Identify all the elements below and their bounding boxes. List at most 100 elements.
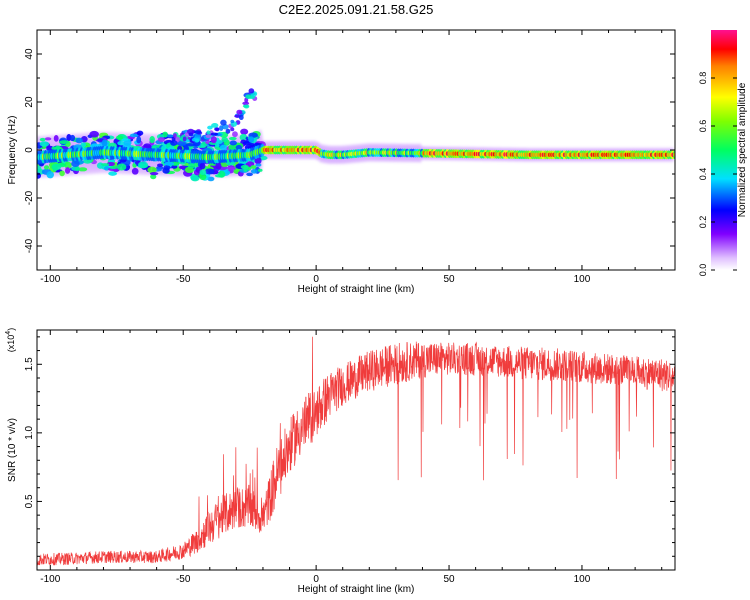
snr-y-label: SNR (10 * v/v) <box>7 418 18 482</box>
colorbar-tick-label: 0.8 <box>698 72 708 85</box>
signal-blob <box>129 133 139 138</box>
signal-blob <box>149 172 159 176</box>
x-tick-label: 50 <box>443 574 455 585</box>
drift-blob <box>236 109 243 115</box>
signal-blob <box>64 167 71 174</box>
snr-x-label: Height of straight line (km) <box>298 584 415 595</box>
drift-blob <box>244 97 249 103</box>
signal-blob <box>51 163 62 171</box>
spectrogram-y-label: Frequency (Hz) <box>7 116 18 185</box>
snr-x-axis: -100 -50 0 50 100 <box>40 330 663 585</box>
x-tick-label: 0 <box>313 274 319 285</box>
signal-blob <box>59 170 65 177</box>
drift-blob <box>242 101 250 106</box>
snr-y-axis: 0.5 1.0 1.5 <box>24 336 675 557</box>
signal-blob <box>228 143 238 151</box>
signal-blob <box>136 130 144 136</box>
signal-blob <box>250 165 257 169</box>
signal-blob <box>82 158 93 164</box>
spectrogram-panel: -100 -50 0 50 100 -40 -20 0 20 40 Height of stra… <box>7 29 676 295</box>
spectrogram-x-label: Height of straight line (km) <box>298 284 415 295</box>
signal-blob <box>199 173 207 181</box>
snr-panel: -100 -50 0 50 100 0.5 1.0 1.5 Height of straig… <box>5 328 676 595</box>
drift-blob <box>230 127 235 132</box>
signal-blob <box>116 163 127 171</box>
signal-blob <box>221 136 228 143</box>
x-tick-label: 0 <box>313 574 319 585</box>
signal-blob <box>228 136 237 141</box>
signal-blob <box>64 161 72 169</box>
signal-blob <box>214 143 220 147</box>
drift-blob <box>225 128 231 134</box>
x-tick-label: 100 <box>574 274 591 285</box>
drift-blob <box>211 123 219 128</box>
y-tick-label: -20 <box>24 190 35 205</box>
drift-blob <box>205 134 212 138</box>
svg-text:(x104): (x104) <box>5 328 16 352</box>
signal-blob <box>219 144 228 151</box>
signal-blob <box>115 135 124 140</box>
signal-blob <box>243 165 248 173</box>
signal-blob <box>215 162 222 170</box>
signal-blob <box>46 171 54 179</box>
drift-blob <box>230 119 235 124</box>
colorbar-tick-label: 0.2 <box>698 216 708 229</box>
colorbar-label: Normalized spectral amplitude <box>737 82 748 217</box>
x-tick-label: -100 <box>40 274 60 285</box>
colorbar: 0.0 0.2 0.4 0.6 0.8 Normalized spectral ampl… <box>698 30 748 276</box>
y-tick-label: 0 <box>24 147 35 153</box>
signal-blob <box>101 163 110 167</box>
signal-blob <box>210 136 217 144</box>
drift-blob <box>210 132 219 136</box>
drift-blob <box>194 130 202 134</box>
signal-blob <box>37 165 42 173</box>
drift-blob <box>207 125 213 130</box>
drift-blob <box>166 134 174 138</box>
drift-blob <box>191 137 197 142</box>
signal-blob <box>235 145 243 150</box>
signal-blob <box>58 140 70 144</box>
signal-blob <box>157 137 166 142</box>
signal-blob <box>162 167 170 174</box>
drift-blob <box>188 132 194 137</box>
signal-blob <box>207 176 215 182</box>
snr-plot-area <box>37 336 675 566</box>
colorbar-gradient <box>711 30 737 270</box>
x-tick-label: -50 <box>176 274 191 285</box>
x-tick-label: -100 <box>40 574 60 585</box>
signal-blob <box>239 133 248 141</box>
signal-blob <box>232 131 238 138</box>
drift-blob <box>170 140 178 146</box>
signal-blob <box>217 170 226 178</box>
signal-blob <box>229 140 237 146</box>
signal-blob <box>39 141 50 147</box>
x-tick-label: 100 <box>574 574 591 585</box>
signal-blob <box>44 137 52 141</box>
signal-blob <box>117 140 125 146</box>
drift-blob <box>248 88 255 94</box>
y-tick-label: -40 <box>24 238 35 253</box>
drift-blob <box>214 127 220 132</box>
signal-blob <box>185 143 196 147</box>
y-tick-label: 1.0 <box>24 425 35 439</box>
signal-blob <box>39 137 46 142</box>
drift-blob <box>238 114 244 120</box>
signal-blob <box>75 137 83 144</box>
signal-blob <box>136 136 142 144</box>
figure-title: C2E2.2025.091.21.58.G25 <box>279 2 434 17</box>
signal-blob <box>164 161 175 166</box>
signal-blob <box>149 136 155 144</box>
signal-blob <box>240 128 249 135</box>
x-tick-label: 50 <box>443 274 455 285</box>
signal-blob <box>246 172 253 177</box>
signal-blob <box>150 174 157 180</box>
drift-blob <box>182 136 187 142</box>
y-tick-label: 1.5 <box>24 357 35 371</box>
signal-blob <box>199 169 207 176</box>
signal-blob <box>138 161 149 169</box>
spectrogram-core <box>37 88 675 182</box>
snr-frame <box>36 329 676 571</box>
drift-blob <box>206 130 211 135</box>
drift-blob <box>173 133 177 139</box>
